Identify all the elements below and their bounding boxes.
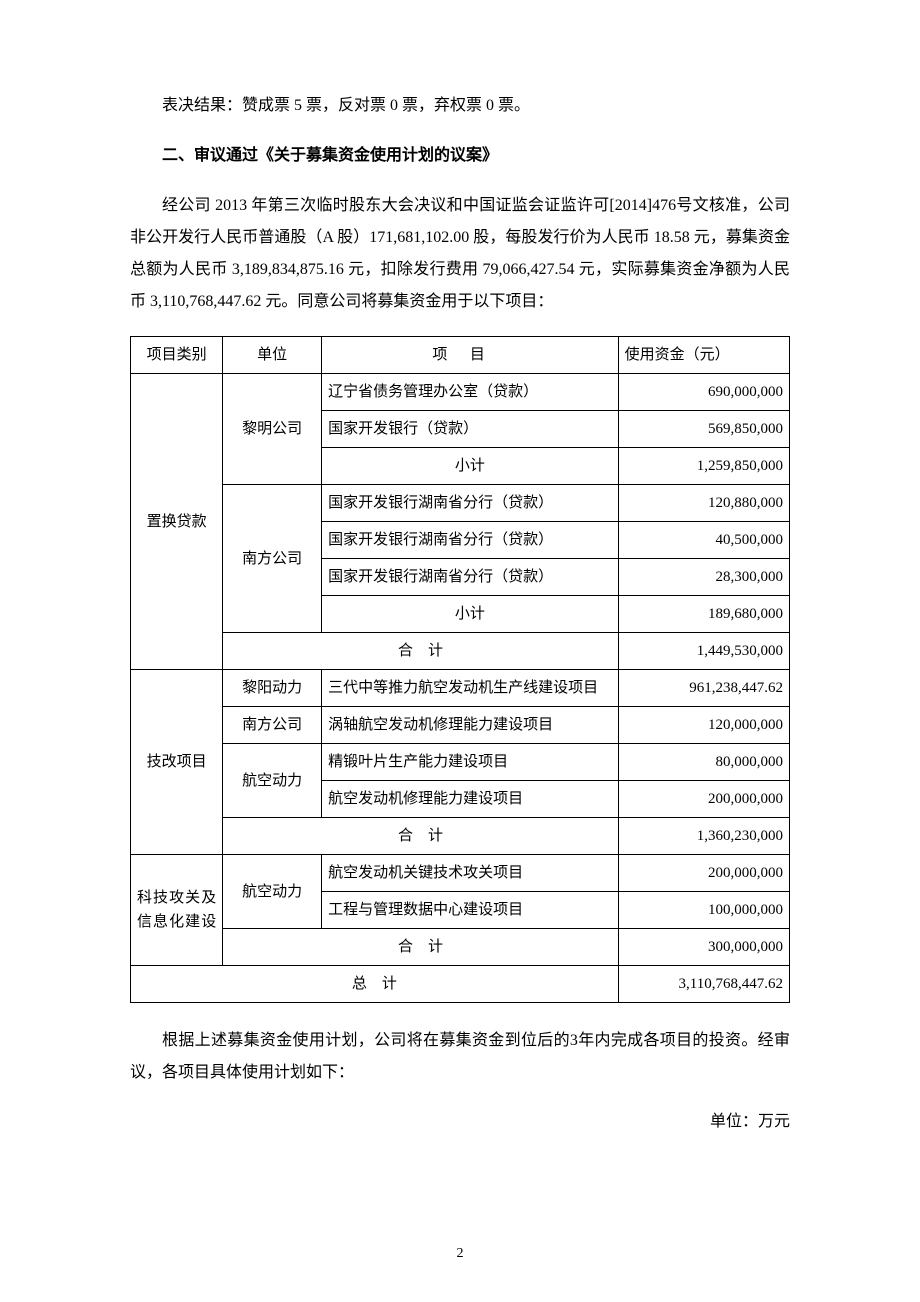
cat1-u2r2-amt: 40,500,000: [618, 522, 789, 559]
table-row: 总 计 3,110,768,447.62: [131, 966, 790, 1003]
section-2-heading: 二、审议通过《关于募集资金使用计划的议案》: [130, 140, 790, 172]
cat1-u1r1-amt: 690,000,000: [618, 374, 789, 411]
table-row: 南方公司 涡轴航空发动机修理能力建设项目 120,000,000: [131, 707, 790, 744]
cat3-name: 科技攻关及信息化建设: [131, 855, 223, 966]
table-row: 置换贷款 黎明公司 辽宁省债务管理办公室（贷款） 690,000,000: [131, 374, 790, 411]
cat1-total-label: 合 计: [223, 633, 618, 670]
cat1-u1r2-proj: 国家开发银行（贷款）: [322, 411, 619, 448]
cat2-u2r1-proj: 涡轴航空发动机修理能力建设项目: [322, 707, 619, 744]
cat3-total-label: 合 计: [223, 929, 618, 966]
cat3-unit1: 航空动力: [223, 855, 322, 929]
table-header-row: 项目类别 单位 项目 使用资金（元）: [131, 337, 790, 374]
unit-note: 单位：万元: [130, 1107, 790, 1131]
cat1-u1sub-label: 小计: [322, 448, 619, 485]
table-row: 科技攻关及信息化建设 航空动力 航空发动机关键技术攻关项目 200,000,00…: [131, 855, 790, 892]
cat1-u2r3-proj: 国家开发银行湖南省分行（贷款）: [322, 559, 619, 596]
grand-total-label: 总 计: [131, 966, 619, 1003]
cat2-u3r1-proj: 精锻叶片生产能力建设项目: [322, 744, 619, 781]
cat2-name: 技改项目: [131, 670, 223, 855]
cat2-u2r1-amt: 120,000,000: [618, 707, 789, 744]
cat2-total-label: 合 计: [223, 818, 618, 855]
cat3-total-amt: 300,000,000: [618, 929, 789, 966]
cat1-u2sub-amt: 189,680,000: [618, 596, 789, 633]
th-amount: 使用资金（元）: [618, 337, 789, 374]
cat2-unit1: 黎阳动力: [223, 670, 322, 707]
cat2-unit2: 南方公司: [223, 707, 322, 744]
table-row: 南方公司 国家开发银行湖南省分行（贷款） 120,880,000: [131, 485, 790, 522]
cat2-u3r2-amt: 200,000,000: [618, 781, 789, 818]
cat3-u1r1-amt: 200,000,000: [618, 855, 789, 892]
cat1-u1r2-amt: 569,850,000: [618, 411, 789, 448]
post-table-paragraph: 根据上述募集资金使用计划，公司将在募集资金到位后的3年内完成各项目的投资。经审议…: [130, 1025, 790, 1089]
cat1-u2r3-amt: 28,300,000: [618, 559, 789, 596]
cat3-u1r1-proj: 航空发动机关键技术攻关项目: [322, 855, 619, 892]
cat2-total-amt: 1,360,230,000: [618, 818, 789, 855]
cat1-u2sub-label: 小计: [322, 596, 619, 633]
cat1-total-amt: 1,449,530,000: [618, 633, 789, 670]
th-category: 项目类别: [131, 337, 223, 374]
th-unit: 单位: [223, 337, 322, 374]
cat1-u2r1-proj: 国家开发银行湖南省分行（贷款）: [322, 485, 619, 522]
table-row: 航空动力 精锻叶片生产能力建设项目 80,000,000: [131, 744, 790, 781]
cat2-u1r1-proj: 三代中等推力航空发动机生产线建设项目: [322, 670, 619, 707]
cat1-unit1: 黎明公司: [223, 374, 322, 485]
grand-total-amt: 3,110,768,447.62: [618, 966, 789, 1003]
cat2-u3r1-amt: 80,000,000: [618, 744, 789, 781]
table-row: 合 计 1,449,530,000: [131, 633, 790, 670]
cat1-u1r1-proj: 辽宁省债务管理办公室（贷款）: [322, 374, 619, 411]
body-paragraph: 经公司 2013 年第三次临时股东大会决议和中国证监会证监许可[2014]476…: [130, 190, 790, 318]
table-row: 合 计 300,000,000: [131, 929, 790, 966]
cat3-u1r2-amt: 100,000,000: [618, 892, 789, 929]
vote-result-text: 表决结果：赞成票 5 票，反对票 0 票，弃权票 0 票。: [130, 90, 790, 122]
table-row: 合 计 1,360,230,000: [131, 818, 790, 855]
cat2-u1r1-amt: 961,238,447.62: [618, 670, 789, 707]
th-project: 项目: [322, 337, 619, 374]
cat3-u1r2-proj: 工程与管理数据中心建设项目: [322, 892, 619, 929]
page-number: 2: [0, 1246, 920, 1262]
cat1-unit2: 南方公司: [223, 485, 322, 633]
fund-usage-table: 项目类别 单位 项目 使用资金（元） 置换贷款 黎明公司 辽宁省债务管理办公室（…: [130, 336, 790, 1003]
cat2-u3r2-proj: 航空发动机修理能力建设项目: [322, 781, 619, 818]
table-row: 技改项目 黎阳动力 三代中等推力航空发动机生产线建设项目 961,238,447…: [131, 670, 790, 707]
cat1-u2r2-proj: 国家开发银行湖南省分行（贷款）: [322, 522, 619, 559]
cat2-unit3: 航空动力: [223, 744, 322, 818]
cat1-u1sub-amt: 1,259,850,000: [618, 448, 789, 485]
cat1-name: 置换贷款: [131, 374, 223, 670]
cat1-u2r1-amt: 120,880,000: [618, 485, 789, 522]
